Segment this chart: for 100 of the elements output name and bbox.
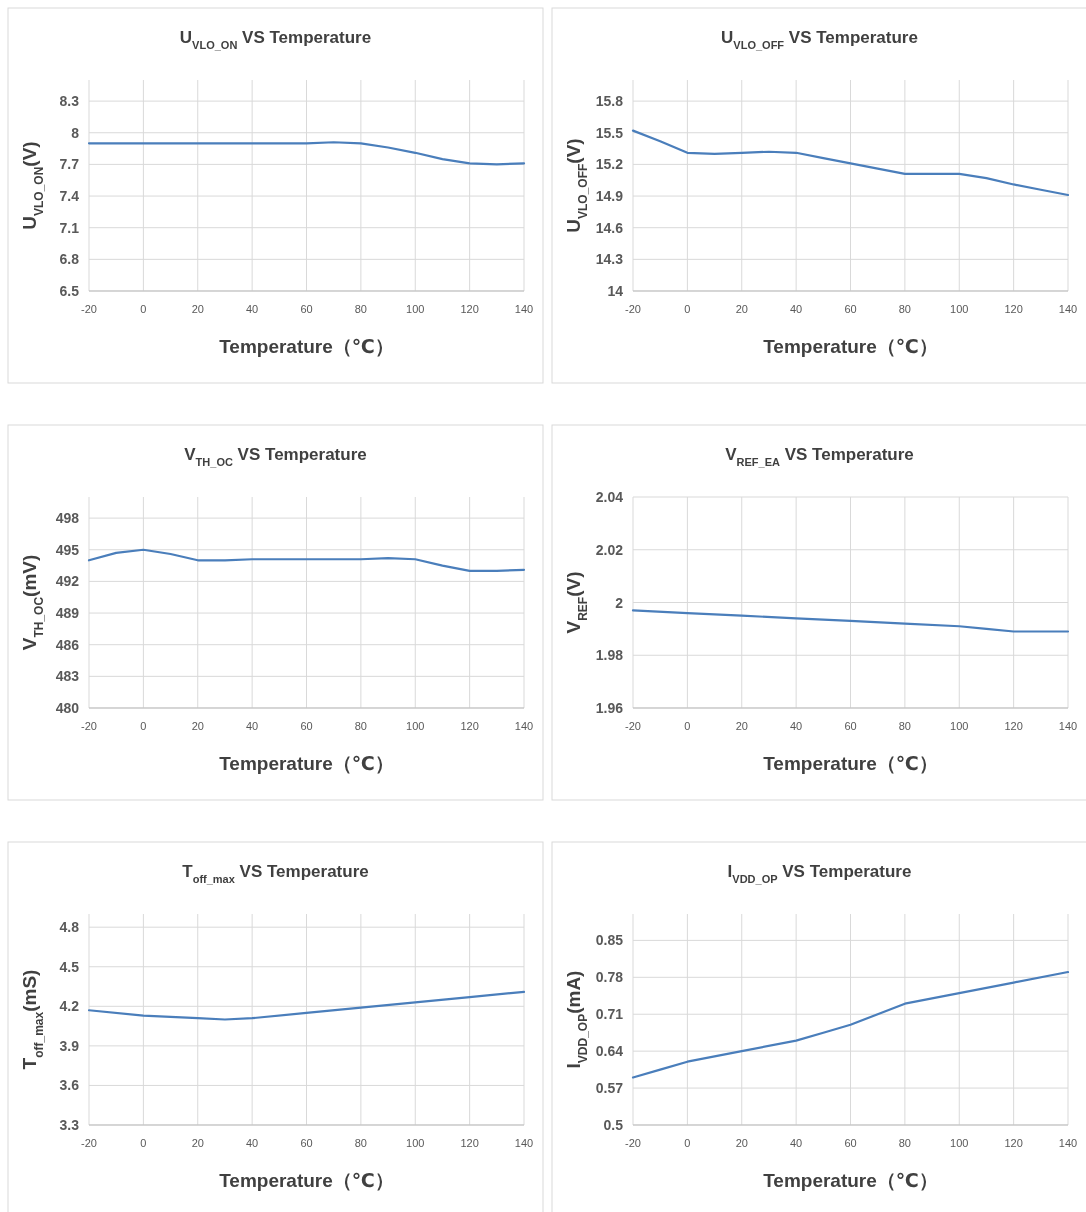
y-tick-label: 486 — [55, 636, 80, 653]
x-tick-label: 20 — [191, 1137, 204, 1149]
x-tick-label: 100 — [406, 303, 425, 315]
x-tick-label: 100 — [406, 720, 425, 732]
y-tick-label: 4.2 — [59, 998, 80, 1015]
y-tick-label: 3.9 — [59, 1037, 80, 1054]
y-tick-label: 0.57 — [595, 1080, 624, 1097]
y-tick-label: 2 — [615, 594, 624, 611]
x-tick-label: 40 — [246, 720, 259, 732]
chart-title: T$_{off_max}$ VS Temperature — [182, 862, 369, 885]
x-axis-title: Temperature（℃） — [219, 1170, 394, 1191]
x-tick-label: 40 — [246, 303, 259, 315]
y-tick-label: 0.78 — [595, 969, 624, 986]
x-tick-label: 20 — [191, 720, 204, 732]
x-tick-label: 60 — [300, 303, 313, 315]
x-tick-label: 0 — [684, 303, 691, 315]
y-tick-label: 0.85 — [595, 932, 624, 949]
x-tick-label: -20 — [625, 720, 641, 732]
x-tick-label: 80 — [898, 303, 911, 315]
x-axis-title: Temperature（℃） — [763, 1170, 938, 1191]
x-tick-label: -20 — [81, 720, 97, 732]
x-tick-label: 0 — [140, 303, 147, 315]
x-tick-label: 20 — [191, 303, 204, 315]
chart-title: V$_{TH_OC}$ VS Temperature — [184, 445, 367, 468]
y-tick-label: 0.64 — [595, 1043, 624, 1060]
x-tick-label: 120 — [1004, 720, 1023, 732]
y-tick-label: 2.02 — [595, 541, 624, 558]
x-tick-label: 120 — [460, 720, 479, 732]
x-tick-label: 0 — [684, 1137, 691, 1149]
x-tick-label: 40 — [790, 720, 803, 732]
x-tick-label: 20 — [735, 303, 748, 315]
y-tick-label: 4.5 — [59, 958, 80, 975]
x-tick-label: 140 — [514, 1137, 534, 1149]
y-tick-label: 6.5 — [59, 283, 80, 299]
x-tick-label: 140 — [514, 720, 534, 732]
x-tick-label: 140 — [1058, 720, 1078, 732]
y-tick-label: 480 — [55, 700, 80, 716]
y-tick-label: 489 — [55, 605, 80, 622]
x-tick-label: -20 — [81, 1137, 97, 1149]
y-tick-label: 7.4 — [59, 188, 80, 205]
x-tick-label: 140 — [1058, 1137, 1078, 1149]
chart-title: V$_{REF_EA}$ VS Temperature — [725, 445, 914, 468]
x-tick-label: 0 — [684, 720, 691, 732]
y-tick-label: 15.2 — [595, 156, 624, 173]
y-tick-label: 6.8 — [59, 251, 80, 268]
y-tick-label: 498 — [55, 510, 80, 527]
x-tick-label: 120 — [1004, 303, 1023, 315]
x-axis-title: Temperature（℃） — [219, 753, 394, 774]
x-tick-label: 120 — [460, 1137, 479, 1149]
x-tick-label: -20 — [625, 1137, 641, 1149]
y-tick-label: 15.5 — [595, 124, 624, 141]
y-tick-label: 14.6 — [595, 219, 624, 236]
x-axis-title: Temperature（℃） — [763, 336, 938, 357]
y-tick-label: 15.8 — [595, 93, 624, 110]
y-tick-label: 4.8 — [59, 919, 80, 936]
y-tick-label: 1.98 — [595, 647, 624, 664]
y-tick-label: 483 — [55, 668, 80, 685]
y-tick-label: 2.04 — [595, 489, 624, 505]
chart-title: I$_{VDD_OP}$ VS Temperature — [727, 862, 912, 885]
x-axis-title: Temperature（℃） — [763, 753, 938, 774]
y-tick-label: 7.1 — [59, 219, 80, 236]
x-tick-label: 40 — [790, 303, 803, 315]
x-tick-label: 80 — [354, 303, 367, 315]
y-tick-label: 7.7 — [59, 156, 80, 173]
y-tick-label: 3.6 — [59, 1077, 80, 1094]
x-tick-label: 140 — [1058, 303, 1078, 315]
y-tick-label: 1.96 — [595, 700, 624, 716]
x-tick-label: 0 — [140, 720, 147, 732]
y-tick-label: 14 — [607, 283, 624, 299]
y-tick-label: 14.3 — [595, 251, 624, 268]
x-tick-label: 100 — [950, 303, 969, 315]
y-tick-label: 0.5 — [603, 1117, 624, 1133]
x-tick-label: 120 — [460, 303, 479, 315]
x-tick-label: -20 — [625, 303, 641, 315]
chart-title: U$_{VLO_ON}$ VS Temperature — [179, 28, 372, 51]
x-tick-label: 80 — [898, 1137, 911, 1149]
x-tick-label: 60 — [300, 720, 313, 732]
x-tick-label: 60 — [300, 1137, 313, 1149]
x-tick-label: 60 — [844, 720, 857, 732]
x-tick-label: 140 — [514, 303, 534, 315]
x-tick-label: 0 — [140, 1137, 147, 1149]
x-tick-label: 60 — [844, 1137, 857, 1149]
x-tick-label: 100 — [950, 720, 969, 732]
x-axis-title: Temperature（℃） — [219, 336, 394, 357]
y-tick-label: 8 — [71, 124, 80, 141]
y-tick-label: 0.71 — [595, 1006, 624, 1023]
x-tick-label: 40 — [790, 1137, 803, 1149]
x-tick-label: 80 — [354, 720, 367, 732]
y-tick-label: 495 — [55, 541, 80, 558]
y-tick-label: 8.3 — [59, 93, 80, 110]
y-tick-label: 14.9 — [595, 188, 624, 205]
x-tick-label: 100 — [950, 1137, 969, 1149]
x-tick-label: 20 — [735, 1137, 748, 1149]
x-tick-label: -20 — [81, 303, 97, 315]
x-tick-label: 80 — [898, 720, 911, 732]
x-tick-label: 40 — [246, 1137, 259, 1149]
y-tick-label: 3.3 — [59, 1117, 80, 1133]
x-tick-label: 60 — [844, 303, 857, 315]
y-tick-label: 492 — [55, 573, 80, 590]
x-tick-label: 120 — [1004, 1137, 1023, 1149]
